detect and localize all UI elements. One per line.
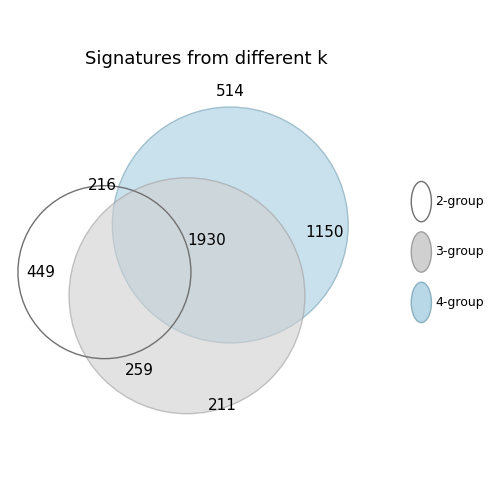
Text: 259: 259 [125, 363, 154, 378]
Text: 1150: 1150 [305, 225, 344, 240]
Text: 216: 216 [88, 178, 117, 193]
Text: 2-group: 2-group [435, 195, 484, 208]
Circle shape [112, 107, 348, 343]
Title: Signatures from different k: Signatures from different k [85, 50, 328, 69]
Circle shape [69, 178, 305, 414]
Text: 211: 211 [208, 398, 237, 413]
Text: 4-group: 4-group [435, 296, 484, 309]
Circle shape [411, 181, 431, 222]
Circle shape [411, 232, 431, 272]
Text: 1930: 1930 [187, 233, 226, 248]
Text: 449: 449 [26, 265, 55, 280]
Text: 514: 514 [216, 84, 244, 99]
Text: 3-group: 3-group [435, 245, 484, 259]
Circle shape [411, 282, 431, 323]
